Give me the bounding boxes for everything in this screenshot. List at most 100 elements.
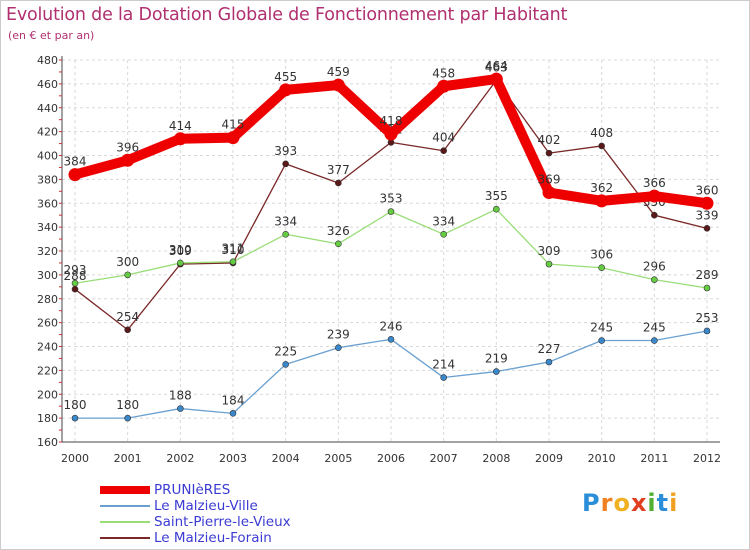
data-label: 246: [380, 319, 403, 333]
data-label: 404: [432, 131, 455, 145]
y-tick-label: 260: [37, 317, 58, 330]
y-tick-label: 320: [37, 245, 58, 258]
x-tick-label: 2011: [640, 452, 668, 465]
data-label: 184: [222, 393, 245, 407]
data-point: [282, 361, 289, 368]
data-label: 288: [64, 269, 87, 283]
data-label: 309: [538, 244, 561, 258]
data-label: 245: [590, 321, 613, 335]
data-label: 384: [64, 155, 87, 169]
data-label: 214: [432, 358, 455, 372]
y-tick-label: 400: [37, 150, 58, 163]
y-tick-label: 460: [37, 78, 58, 91]
logo-letter: r: [600, 489, 614, 517]
y-tick-label: 380: [37, 173, 58, 186]
data-label: 310: [169, 243, 192, 257]
data-point: [282, 160, 289, 168]
data-label: 334: [432, 214, 455, 228]
legend-swatch: [100, 505, 150, 507]
x-tick-label: 2005: [324, 452, 352, 465]
data-label: 219: [485, 352, 508, 366]
data-point: [647, 189, 661, 203]
data-label: 326: [327, 224, 350, 238]
data-label: 459: [327, 65, 350, 79]
data-point: [177, 259, 184, 267]
data-label: 311: [222, 242, 245, 256]
data-point: [226, 131, 240, 145]
data-label: 366: [643, 176, 666, 190]
data-label: 393: [274, 144, 297, 158]
x-tick-label: 2001: [114, 452, 142, 465]
y-tick-label: 420: [37, 126, 58, 139]
legend-item: Saint-Pierre-le-Vieux: [100, 514, 360, 530]
data-point: [229, 410, 237, 417]
logo-letter: t: [656, 489, 670, 517]
data-point: [331, 78, 345, 92]
x-tick-label: 2003: [219, 452, 247, 465]
data-label: 300: [116, 255, 139, 269]
y-tick-label: 240: [37, 341, 58, 354]
legend-label: Le Malzieu-Ville: [154, 498, 258, 514]
data-label: 227: [538, 342, 561, 356]
data-point: [71, 279, 79, 287]
x-tick-label: 2007: [430, 452, 458, 465]
data-label: 253: [696, 311, 719, 325]
data-label: 180: [116, 398, 139, 412]
y-tick-label: 340: [37, 221, 58, 234]
data-point: [440, 230, 447, 238]
data-point: [700, 196, 714, 210]
data-point: [335, 344, 342, 351]
legend-label: PRUNIèRES: [154, 482, 231, 498]
x-tick-label: 2002: [166, 452, 194, 465]
legend-label: Saint-Pierre-le-Vieux: [154, 514, 291, 530]
data-label: 408: [590, 126, 613, 140]
data-point: [387, 336, 395, 343]
data-label: 309: [169, 244, 192, 258]
legend-item: Le Malzieu-Ville: [100, 498, 360, 514]
y-tick-label: 220: [37, 364, 58, 377]
data-label: 239: [327, 328, 350, 342]
data-label: 402: [538, 133, 561, 147]
x-tick-label: 2004: [272, 452, 300, 465]
y-tick-label: 160: [37, 436, 58, 449]
x-tick-label: 2006: [377, 452, 405, 465]
y-tick-label: 280: [37, 293, 58, 306]
y-tick-label: 480: [37, 54, 58, 67]
data-point: [177, 405, 184, 412]
logo-letter: i: [647, 489, 657, 517]
logo-letter: o: [613, 489, 631, 517]
data-label: 415: [222, 118, 245, 132]
proxiti-logo: Proxiti: [582, 489, 678, 517]
data-point: [282, 230, 289, 238]
y-tick-label: 360: [37, 197, 58, 210]
data-label: 310: [222, 243, 245, 257]
data-point: [335, 240, 342, 248]
data-point: [124, 326, 131, 334]
data-point: [598, 337, 605, 344]
data-point: [124, 414, 131, 422]
data-label: 188: [169, 389, 192, 403]
data-label: 362: [590, 181, 613, 195]
data-label: 339: [696, 208, 719, 222]
data-label: 458: [432, 66, 455, 80]
x-tick-label: 2000: [61, 452, 89, 465]
logo-letter: i: [669, 489, 679, 517]
data-point: [651, 211, 658, 219]
legend-item: PRUNIèRES: [100, 482, 360, 498]
legend-swatch: [100, 486, 150, 494]
data-point: [440, 374, 447, 381]
data-point: [545, 149, 553, 157]
data-label: 180: [64, 398, 87, 412]
data-point: [542, 186, 556, 200]
legend-item: Le Malzieu-Forain: [100, 530, 360, 546]
data-point: [387, 208, 395, 215]
data-point: [595, 194, 609, 208]
data-point: [71, 285, 79, 293]
logo-letter: x: [630, 489, 648, 517]
data-point: [493, 368, 500, 375]
data-point: [703, 327, 711, 335]
data-label: 464: [485, 59, 508, 73]
data-label: 414: [169, 119, 192, 133]
data-label: 306: [590, 248, 613, 262]
